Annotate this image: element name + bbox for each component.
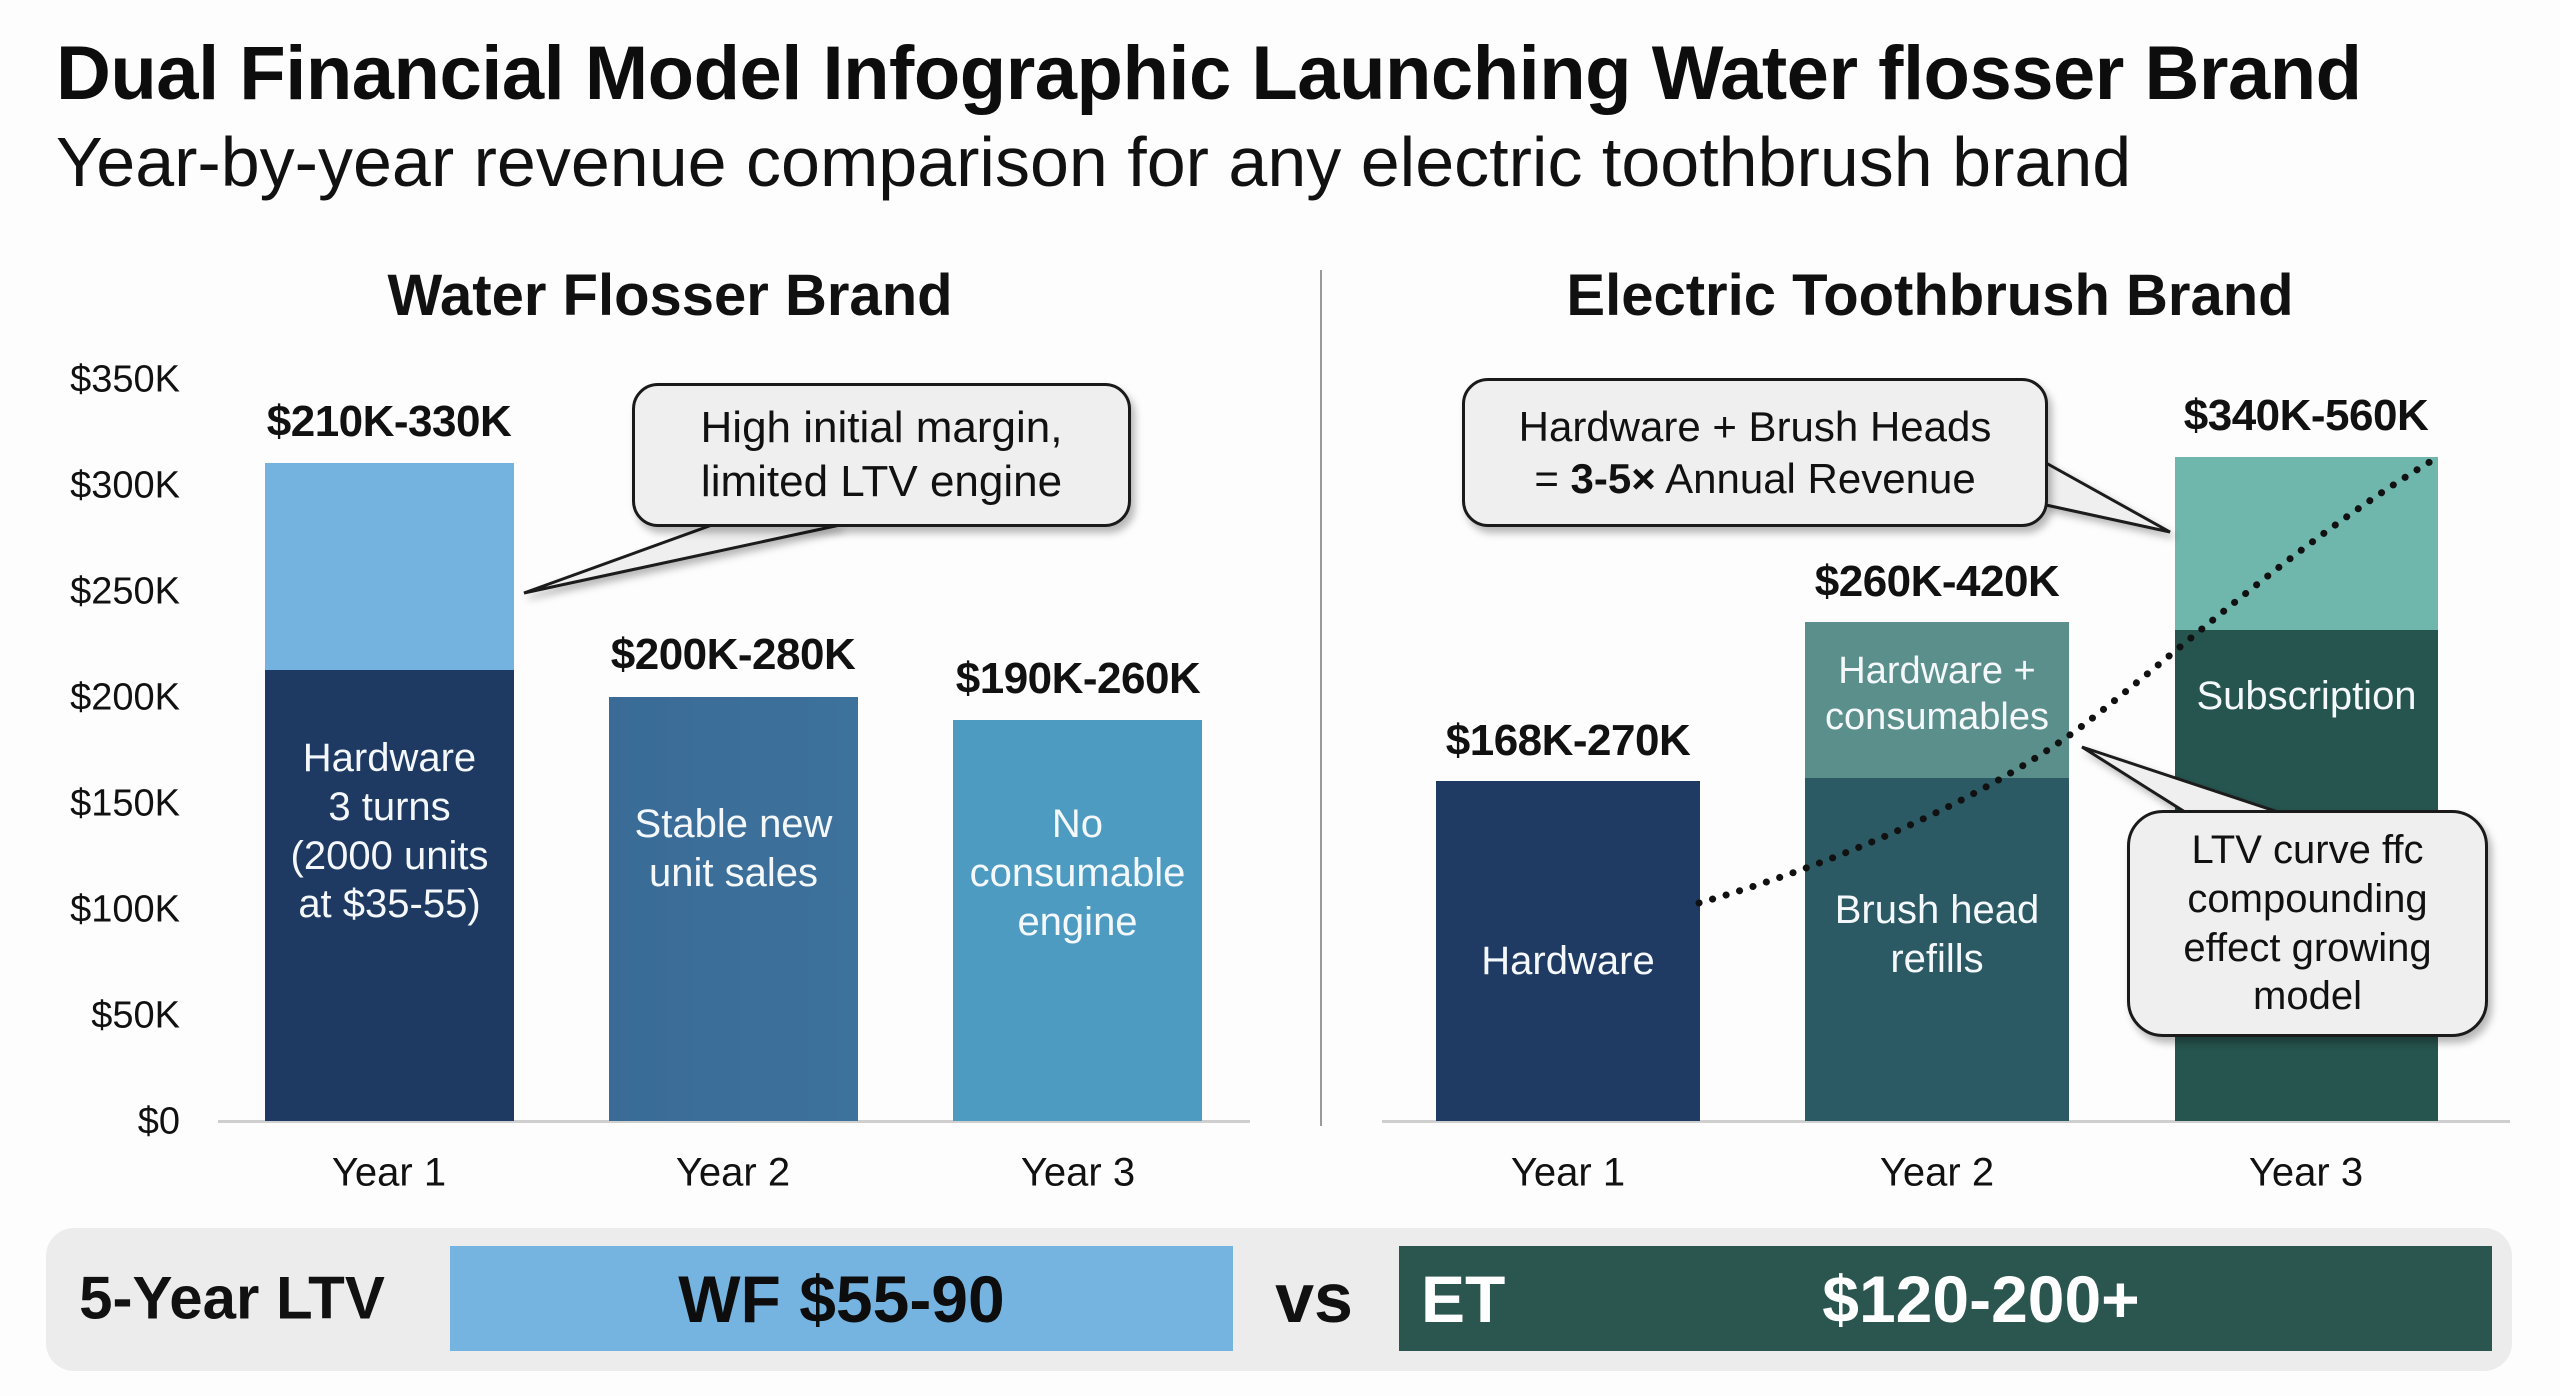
et-ltv-value: $120-200+ [1822,1261,2140,1336]
bar-text-line: Hardware [1481,938,1655,983]
wf-year1-bar-upper [265,463,514,670]
bar-text-line: Hardware + [1838,650,2036,692]
right-bottom-callout: LTV curve ffc compounding effect growing… [2127,810,2488,1037]
callout-text: Annual Revenue [1655,454,1976,502]
x-label-year2: Year 2 [1879,1150,1995,1195]
et-year3-range-label: $340K-560K [2183,391,2429,440]
y-tick: $50K [91,994,180,1037]
y-tick: $0 [137,1100,180,1143]
y-tick: $300K [70,464,180,507]
callout-line: Hardware + Brush Heads [1518,403,1992,451]
et-year2-bar-upper: Hardware + consumables [1805,622,2069,778]
page-title: Dual Financial Model Infographic Launchi… [56,31,2362,116]
bar-text-line: consumables [1825,696,2049,739]
bar-text-line: 3 turns [328,784,451,829]
left-callout: High initial margin, limited LTV engine [632,383,1131,527]
x-label-year2: Year 2 [675,1150,791,1195]
et-ltv-box: ET $120-200+ [1399,1246,2492,1351]
bar-text-line: consumable [969,851,1186,896]
callout-line: effect growing [2183,925,2432,970]
y-tick: $100K [70,888,180,931]
wf-ltv-value: WF $55-90 [678,1261,1005,1336]
page-subtitle: Year-by-year revenue comparison for any … [56,123,2132,201]
et-ltv-prefix: ET [1421,1261,1506,1336]
callout-line: LTV curve ffc [2191,827,2424,872]
bar-text-line: (2000 units [290,833,489,878]
et-year2-bar-base: Brush head refills [1805,778,2069,1121]
x-label-year3: Year 3 [2248,1150,2364,1195]
callout-tail [2044,460,2171,534]
callout-line: High initial margin, [700,403,1063,453]
callout-line: limited LTV engine [700,457,1063,506]
bar-text-line: refills [1890,936,1984,981]
wf-year1-bar-base: Hardware 3 turns (2000 units at $35-55) [265,670,514,1121]
bar-text-line: at $35-55) [298,882,481,927]
left-x-axis-line [218,1120,1250,1123]
bar-text-line: Brush head [1834,887,2040,932]
x-label-year3: Year 3 [1020,1150,1136,1195]
y-tick: $150K [70,782,180,825]
wf-year2-range-label: $200K-280K [610,630,856,679]
chart-divider [1320,270,1322,1126]
callout-text: = [1534,454,1571,502]
right-chart-title: Electric Toothbrush Brand [1566,263,2294,328]
wf-year2-bar: Stable new unit sales [609,697,858,1121]
x-label-year1: Year 1 [331,1150,447,1195]
y-tick: $200K [70,676,180,719]
callout-tail [523,523,841,595]
bar-text-line: Subscription [2196,674,2417,718]
bar-text-line: engine [1017,899,1138,944]
right-x-axis-line [1382,1120,2510,1123]
et-year3-bar-upper [2175,457,2438,630]
callout-line: compounding [2187,876,2428,921]
bar-text-line: Stable new [634,802,833,847]
left-chart-title: Water Flosser Brand [387,263,953,328]
bar-text-line: unit sales [649,851,818,895]
ltv-banner-label: 5-Year LTV [79,1264,385,1332]
y-tick: $350K [70,358,180,401]
right-top-callout: Hardware + Brush Heads = 3-5× Annual Rev… [1462,378,2048,527]
wf-year1-range-label: $210K-330K [266,397,512,446]
et-year2-range-label: $260K-420K [1814,557,2060,606]
vs-label: vs [1275,1259,1353,1337]
wf-year3-range-label: $190K-260K [955,654,1201,703]
wf-year3-bar: No consumable engine [953,720,1202,1121]
et-year1-range-label: $168K-270K [1445,716,1691,765]
y-tick: $250K [70,570,180,613]
x-label-year1: Year 1 [1510,1150,1626,1195]
callout-line: model [2253,974,2362,1019]
callout-multiplier: 3-5× [1570,454,1656,502]
wf-ltv-box: WF $55-90 [450,1246,1233,1351]
bar-text-line: Hardware [302,736,477,780]
bar-text-line: No [1051,802,1104,847]
et-year1-bar: Hardware [1436,781,1700,1121]
